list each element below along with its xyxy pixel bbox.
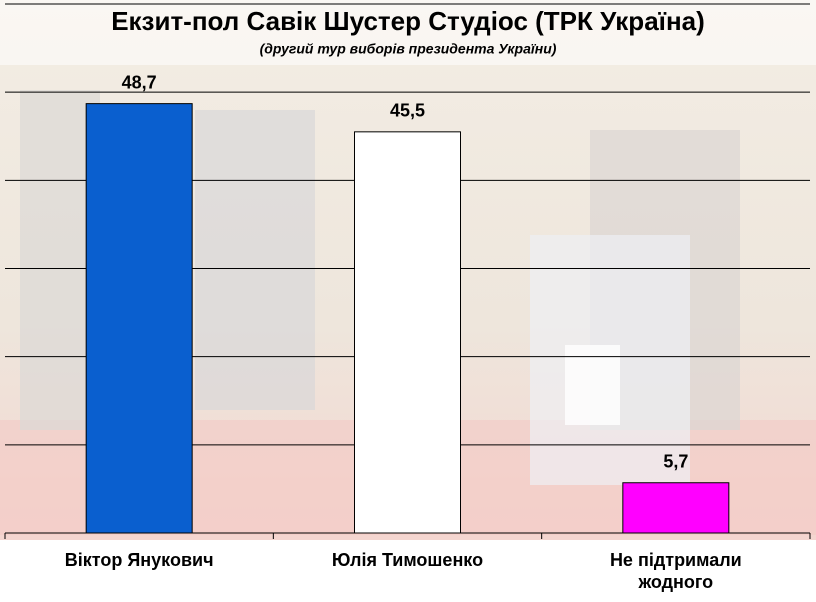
data-label: 45,5: [390, 101, 425, 121]
x-tick-label: Юлія Тимошенко: [331, 550, 484, 570]
data-label: 5,7: [663, 451, 688, 471]
x-tick-label: Віктор Янукович: [64, 550, 214, 570]
data-label: 48,7: [122, 72, 157, 92]
bar: [85, 103, 193, 534]
bar: [622, 482, 730, 534]
chart-subtitle: (другий тур виборів президента України): [260, 41, 557, 57]
photo-figure: [195, 110, 315, 410]
chart-title: Екзит-пол Савік Шустер Студіос (ТРК Укра…: [111, 6, 705, 36]
photo-sign: [565, 345, 620, 425]
x-tick-label: Не підтримали жодного: [609, 550, 742, 592]
title-backdrop: [0, 0, 816, 65]
bar: [354, 131, 461, 534]
